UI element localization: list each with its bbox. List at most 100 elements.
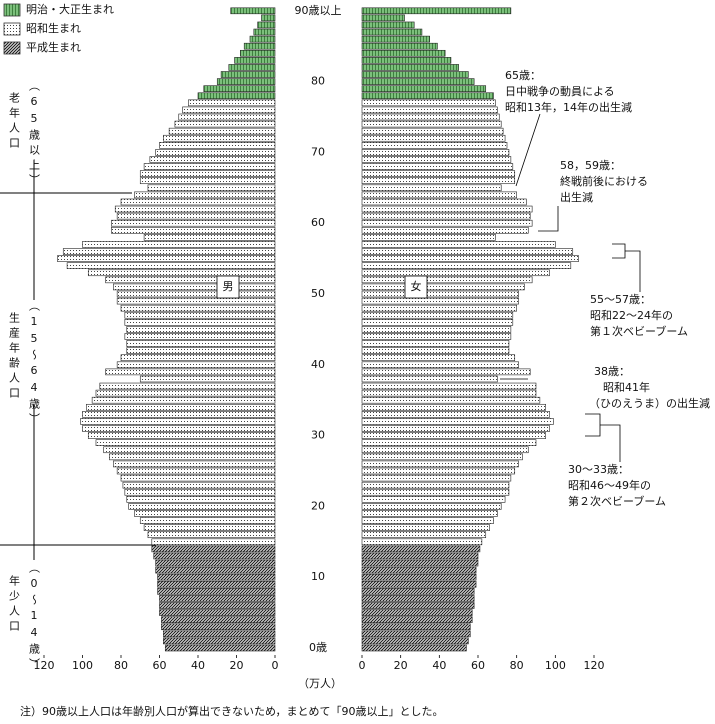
bar (361, 616, 473, 623)
panel-label: 男 (223, 280, 234, 293)
bar (120, 474, 276, 482)
bar (361, 375, 498, 383)
bar (95, 439, 276, 446)
bar (82, 241, 276, 248)
bar (120, 198, 276, 206)
bar (361, 637, 469, 645)
bar (143, 234, 276, 241)
x-tick-label: 0 (359, 659, 366, 672)
bar (153, 552, 276, 560)
bar (361, 644, 467, 652)
bar (361, 78, 475, 85)
y-tick-label: 20 (311, 499, 325, 512)
bar (361, 85, 487, 92)
bar (111, 219, 276, 227)
bar (159, 609, 276, 616)
bar (361, 149, 510, 156)
bar (361, 219, 533, 227)
bar (122, 481, 276, 489)
bar (361, 134, 506, 142)
bar (126, 496, 276, 503)
bar (361, 609, 473, 616)
bar (261, 14, 276, 22)
bar (249, 35, 276, 43)
bar (361, 354, 516, 362)
bar (151, 545, 276, 553)
bar (361, 14, 405, 22)
bar (116, 467, 276, 475)
bar (361, 418, 554, 425)
bar (126, 347, 276, 354)
bar (361, 311, 514, 319)
bar (361, 290, 519, 298)
bar (361, 623, 471, 631)
bar (155, 149, 276, 156)
x-tick-label: 20 (230, 659, 244, 672)
bar (80, 418, 276, 425)
bar (105, 276, 276, 284)
bar (361, 248, 574, 255)
bar (134, 191, 276, 199)
bar (361, 21, 415, 29)
bar (228, 64, 276, 71)
bar (182, 106, 276, 114)
bar (361, 552, 479, 560)
x-tick-label: 0 (272, 659, 279, 672)
bar (253, 28, 276, 36)
y-tick-label: 30 (311, 429, 325, 442)
annotation-text: 65歳： (505, 69, 541, 82)
bar (361, 71, 469, 78)
bar (240, 49, 276, 57)
bar (361, 368, 531, 376)
x-tick-label: 100 (545, 659, 566, 672)
bar (361, 7, 512, 15)
bar (361, 326, 512, 333)
bar (361, 517, 494, 524)
bar (163, 637, 276, 645)
bar (361, 439, 537, 446)
annotation-text: 終戦前後における (560, 174, 648, 188)
bar (216, 78, 276, 85)
bar (361, 269, 550, 277)
bar (197, 92, 276, 100)
panel-label-box (216, 275, 240, 299)
bar (361, 28, 423, 36)
bar (361, 460, 519, 468)
bar (124, 488, 276, 496)
bar (62, 248, 276, 255)
bar (128, 503, 276, 510)
age-group-label: 生産年齢人口 (8, 311, 21, 402)
age-group-range: （15～64歳） (28, 300, 41, 428)
legend-swatch (3, 22, 21, 36)
bar (116, 212, 276, 220)
bar (361, 297, 519, 305)
y-tick-label: 40 (311, 358, 325, 371)
bar (361, 595, 475, 602)
bar (116, 361, 276, 369)
age-group-range: （65歳以上） (28, 80, 41, 189)
legend-label: 昭和生まれ (26, 21, 81, 35)
annotation-leader (538, 206, 559, 232)
bar (361, 255, 579, 262)
bar (361, 283, 525, 291)
bar (361, 510, 498, 517)
bar (111, 226, 276, 234)
annotation-text: 出生減 (560, 190, 593, 204)
bar (361, 630, 471, 638)
annotation-leader (515, 113, 541, 187)
bar (139, 517, 276, 524)
bar (163, 134, 276, 142)
bar (361, 573, 477, 581)
annotation-bracket (585, 413, 601, 437)
bar (86, 403, 276, 411)
x-tick-label: 80 (510, 659, 524, 672)
annotation-text: 38歳： (594, 365, 630, 378)
bar (361, 156, 512, 163)
bar (361, 205, 533, 213)
bar (149, 156, 276, 163)
bar (151, 538, 276, 546)
y-tick-label: 80 (311, 75, 325, 88)
bar (82, 411, 276, 418)
age-group-label: 老年人口 (8, 92, 21, 152)
